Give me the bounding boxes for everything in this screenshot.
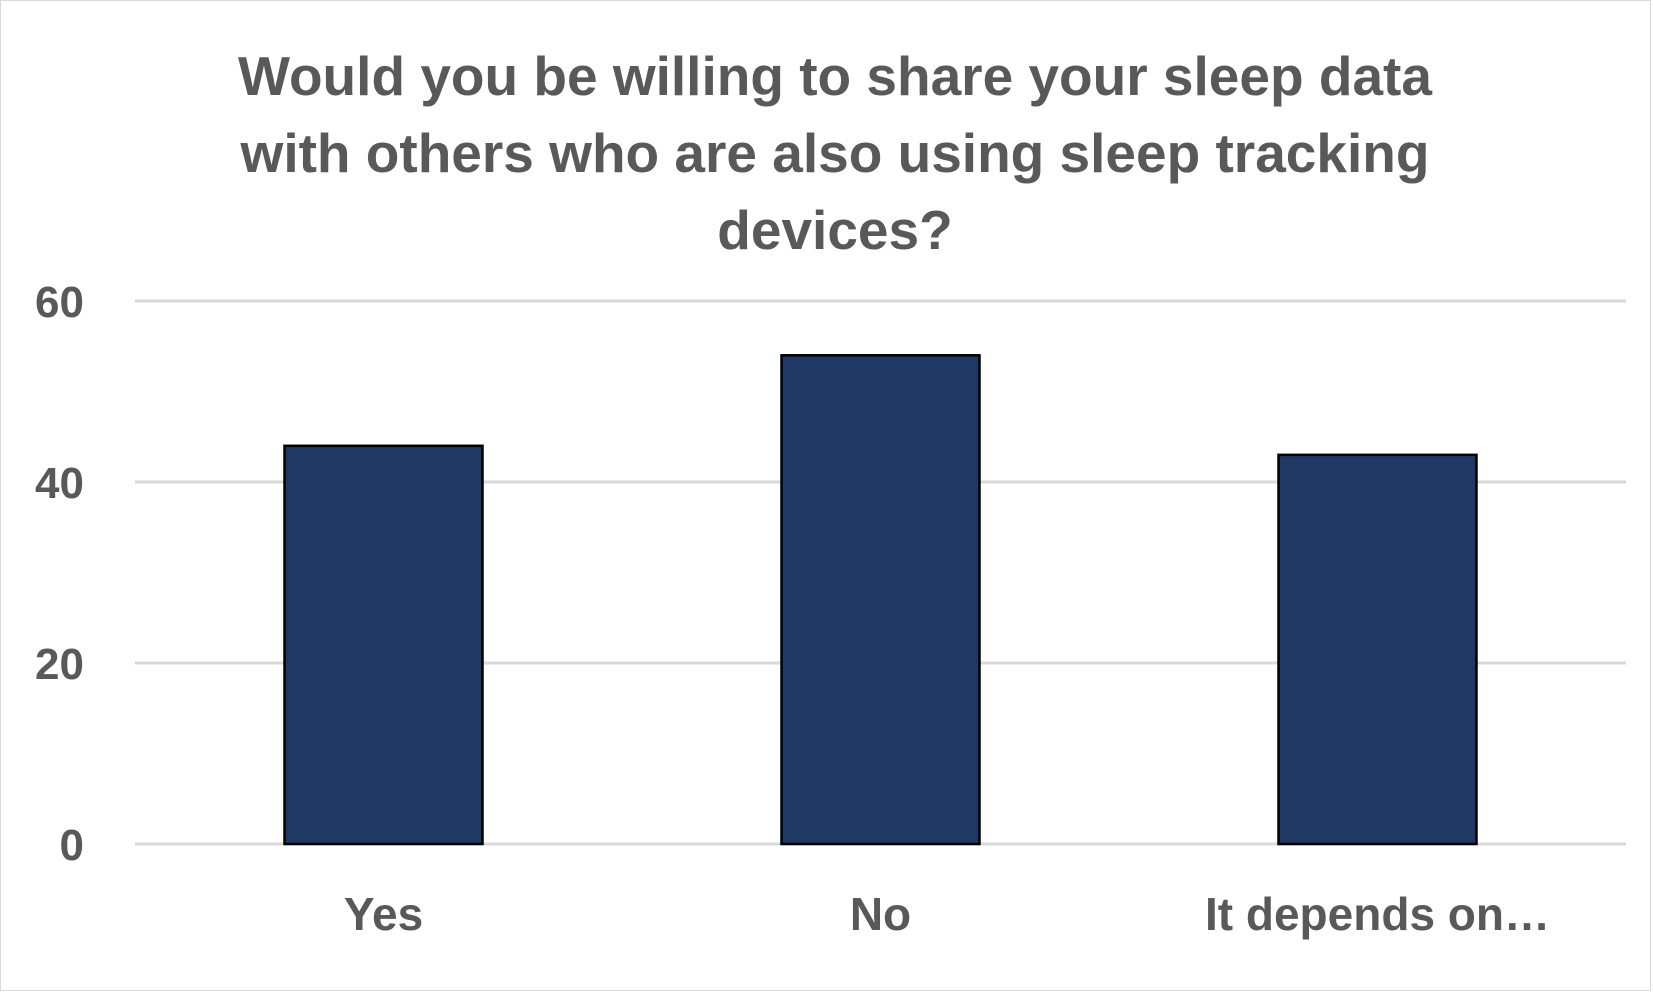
y-tick-label: 40 bbox=[35, 459, 84, 508]
x-category-label: No bbox=[850, 888, 911, 940]
y-axis-tick-labels: 0 20 40 60 bbox=[35, 278, 84, 870]
y-tick-label: 20 bbox=[35, 640, 84, 689]
y-tick-label: 60 bbox=[35, 278, 84, 327]
bar-2 bbox=[780, 354, 981, 846]
bar-3 bbox=[1277, 453, 1478, 846]
x-axis-category-labels: Yes No It depends on… bbox=[344, 888, 1550, 940]
bar-1 bbox=[283, 444, 484, 846]
y-tick-label: 0 bbox=[60, 821, 84, 870]
bars bbox=[283, 354, 1478, 846]
x-category-label: Yes bbox=[344, 888, 423, 940]
chart-title: Would you be willing to share your sleep… bbox=[238, 45, 1432, 261]
x-category-label: It depends on… bbox=[1205, 888, 1550, 940]
